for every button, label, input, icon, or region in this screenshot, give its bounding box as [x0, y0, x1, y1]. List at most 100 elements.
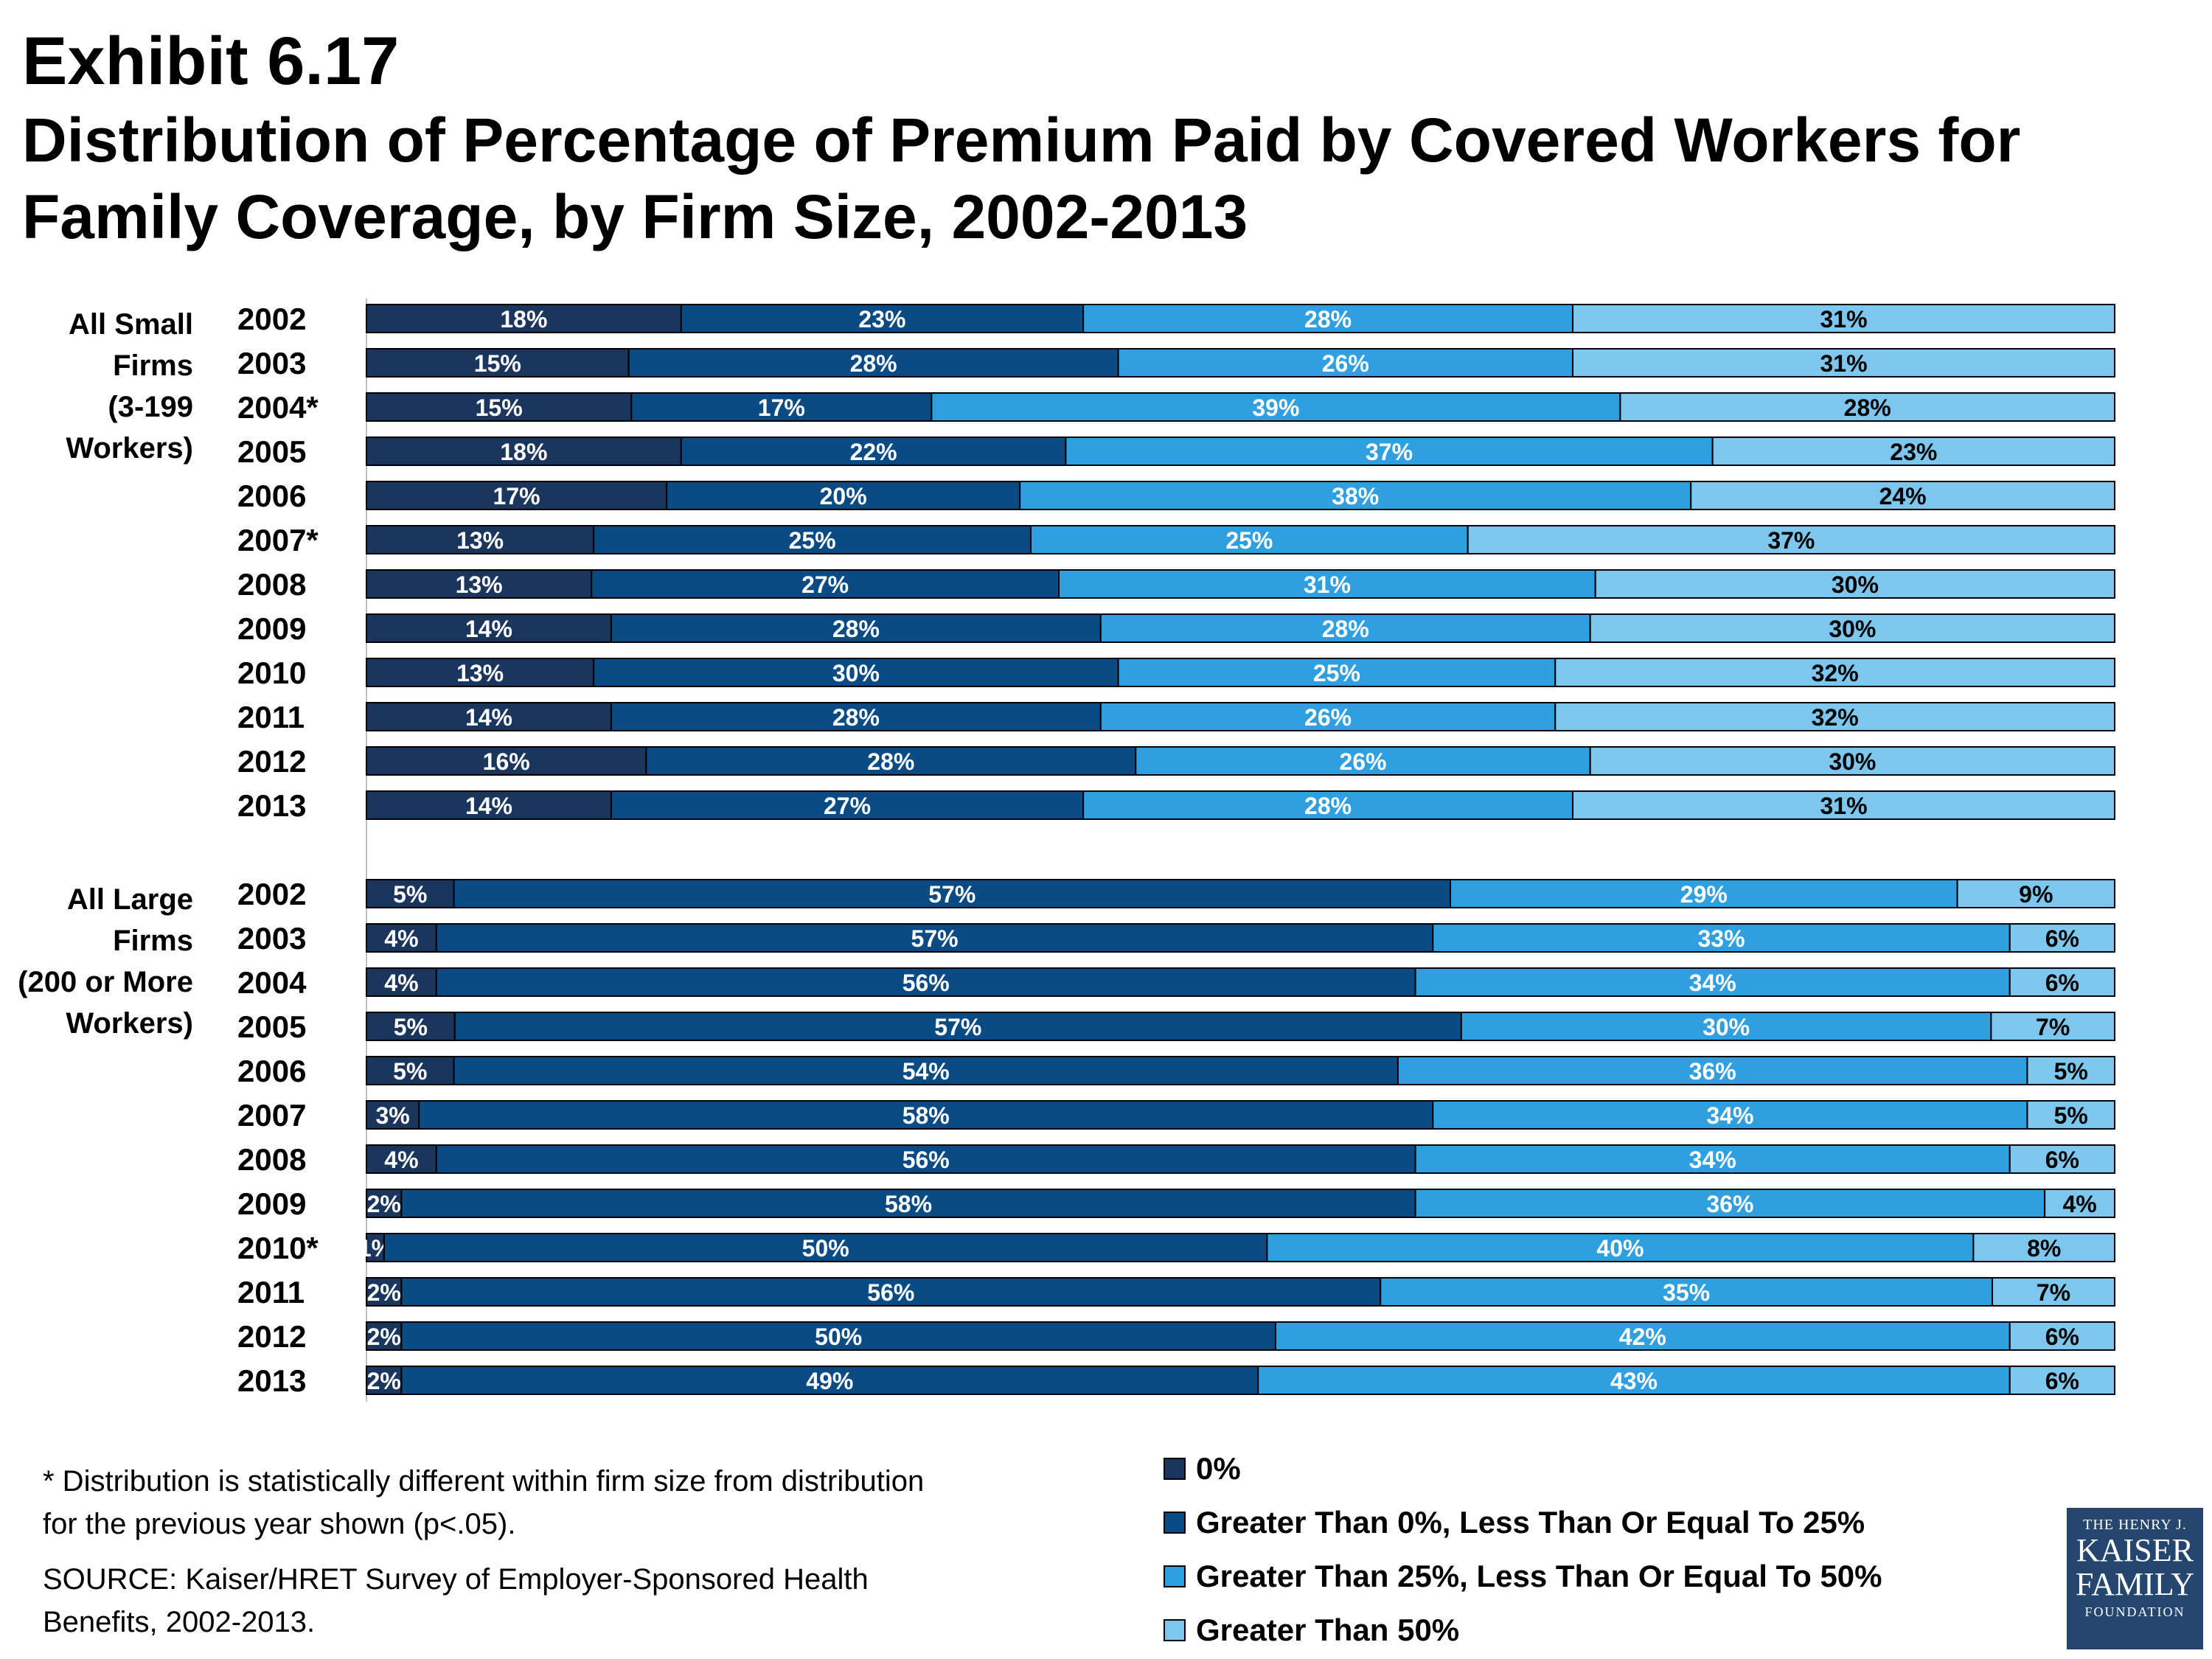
bar-segment — [1432, 1100, 2028, 1130]
bar-segment — [2044, 1189, 2115, 1218]
data-label: 15% — [476, 394, 523, 421]
source-note: SOURCE: Kaiser/HRET Survey of Employer-S… — [43, 1563, 869, 1638]
bar-segment — [1450, 879, 1958, 908]
bar-segment — [1380, 1277, 1994, 1307]
year-label: 2006 — [237, 1054, 306, 1088]
footnote: * Distribution is statistically differen… — [43, 1465, 925, 1540]
data-label: 6% — [2045, 925, 2079, 952]
data-label: 31% — [1820, 350, 1867, 377]
data-label: 57% — [928, 881, 975, 908]
data-label: 28% — [832, 616, 880, 642]
bar-segment — [1082, 304, 1573, 333]
data-label: 50% — [815, 1324, 862, 1350]
data-label: 13% — [456, 660, 504, 686]
year-label: 2006 — [237, 479, 306, 513]
exhibit-number: Exhibit 6.17 — [22, 24, 400, 99]
year-label: 2011 — [237, 700, 305, 734]
data-label: 16% — [483, 748, 530, 775]
data-label: 2% — [367, 1191, 401, 1217]
bar-segment — [366, 437, 682, 466]
data-label: 5% — [393, 1058, 427, 1085]
bar-segment — [1414, 1144, 2011, 1174]
bar-segment — [366, 348, 630, 378]
data-label: 33% — [1698, 925, 1745, 952]
bar-segment — [366, 392, 633, 422]
data-label: 39% — [1252, 394, 1299, 421]
data-label: 4% — [384, 1147, 418, 1173]
bar-segment — [366, 702, 612, 731]
bar-segment — [1058, 569, 1596, 599]
legend-swatch — [1164, 1618, 1186, 1641]
data-label: 58% — [902, 1102, 950, 1129]
data-label: 5% — [393, 881, 427, 908]
bar-segment — [666, 481, 1021, 510]
legend-label: Greater Than 25%, Less Than Or Equal To … — [1196, 1558, 1882, 1593]
bar-segment — [400, 1366, 1259, 1395]
data-label: 18% — [500, 306, 547, 333]
bar-segment — [1117, 348, 1573, 378]
data-label: 54% — [902, 1058, 950, 1085]
data-label: 14% — [465, 793, 512, 819]
data-label: 17% — [758, 394, 805, 421]
bar-segment — [1571, 304, 2115, 333]
data-label: 22% — [850, 439, 897, 465]
legend: 0% Greater Than 0%, Less Than Or Equal T… — [1164, 1441, 1882, 1657]
bar-segment — [1711, 437, 2115, 466]
logo-top-text: THE HENRY J. — [2083, 1517, 2187, 1533]
data-label: 26% — [1339, 748, 1386, 775]
data-label: 17% — [493, 483, 540, 509]
bar-segment — [366, 1056, 455, 1085]
data-label: 37% — [1366, 439, 1413, 465]
bar-segment — [1266, 1233, 1975, 1262]
legend-item-zero: 0% — [1164, 1441, 1882, 1495]
data-label: 2% — [367, 1279, 401, 1306]
data-label: 31% — [1820, 306, 1867, 333]
bar-segment — [435, 1144, 1416, 1174]
data-label: 25% — [1313, 660, 1360, 686]
year-label: 2010* — [237, 1231, 319, 1265]
data-label: 23% — [1890, 439, 1937, 465]
year-label: 2002 — [237, 877, 306, 911]
bar-segment — [627, 348, 1119, 378]
year-label: 2009 — [237, 611, 306, 646]
data-label: 30% — [1703, 1014, 1750, 1040]
bar-segment — [366, 569, 593, 599]
data-label: 2% — [367, 1368, 401, 1394]
data-label: 7% — [2036, 1014, 2070, 1040]
year-label: 2003 — [237, 921, 306, 956]
logo-family-text: FAMILY — [2075, 1566, 2194, 1602]
bar-segment — [2008, 967, 2115, 997]
bar-segment — [435, 923, 1434, 953]
data-label: 2% — [367, 1324, 401, 1350]
data-label: 50% — [802, 1235, 849, 1262]
data-label: 27% — [824, 793, 871, 819]
bar-segment — [2026, 1100, 2115, 1130]
bar-segment — [2008, 1144, 2115, 1174]
data-label: 29% — [1680, 881, 1728, 908]
legend-label: 0% — [1196, 1450, 1241, 1486]
data-label: 36% — [1706, 1191, 1753, 1217]
bar-segment — [1019, 481, 1692, 510]
legend-swatch — [1164, 1457, 1186, 1480]
bar-segment — [1956, 879, 2116, 908]
data-label: 28% — [1304, 306, 1352, 333]
logo-kaiser-text: KAISER — [2076, 1532, 2194, 1568]
data-label: 6% — [2045, 1324, 2079, 1350]
bar-segment — [366, 658, 595, 687]
data-label: 38% — [1332, 483, 1379, 509]
data-label: 26% — [1322, 350, 1369, 377]
bar-segment — [366, 613, 612, 643]
data-label: 5% — [394, 1014, 428, 1040]
legend-item-over-50: Greater Than 50% — [1164, 1603, 1882, 1657]
bar-segment — [1690, 481, 2116, 510]
year-label: 2005 — [237, 1009, 306, 1044]
bar-segment — [366, 481, 668, 510]
year-label: 2013 — [237, 1363, 306, 1398]
data-label: 34% — [1689, 970, 1736, 996]
bar-segment — [1274, 1321, 2011, 1351]
bar-segment — [400, 1189, 1416, 1218]
bar-segment — [2008, 1366, 2115, 1395]
data-label: 5% — [2054, 1102, 2088, 1129]
bar-segment — [1082, 790, 1573, 820]
year-label: 2007* — [237, 523, 319, 557]
